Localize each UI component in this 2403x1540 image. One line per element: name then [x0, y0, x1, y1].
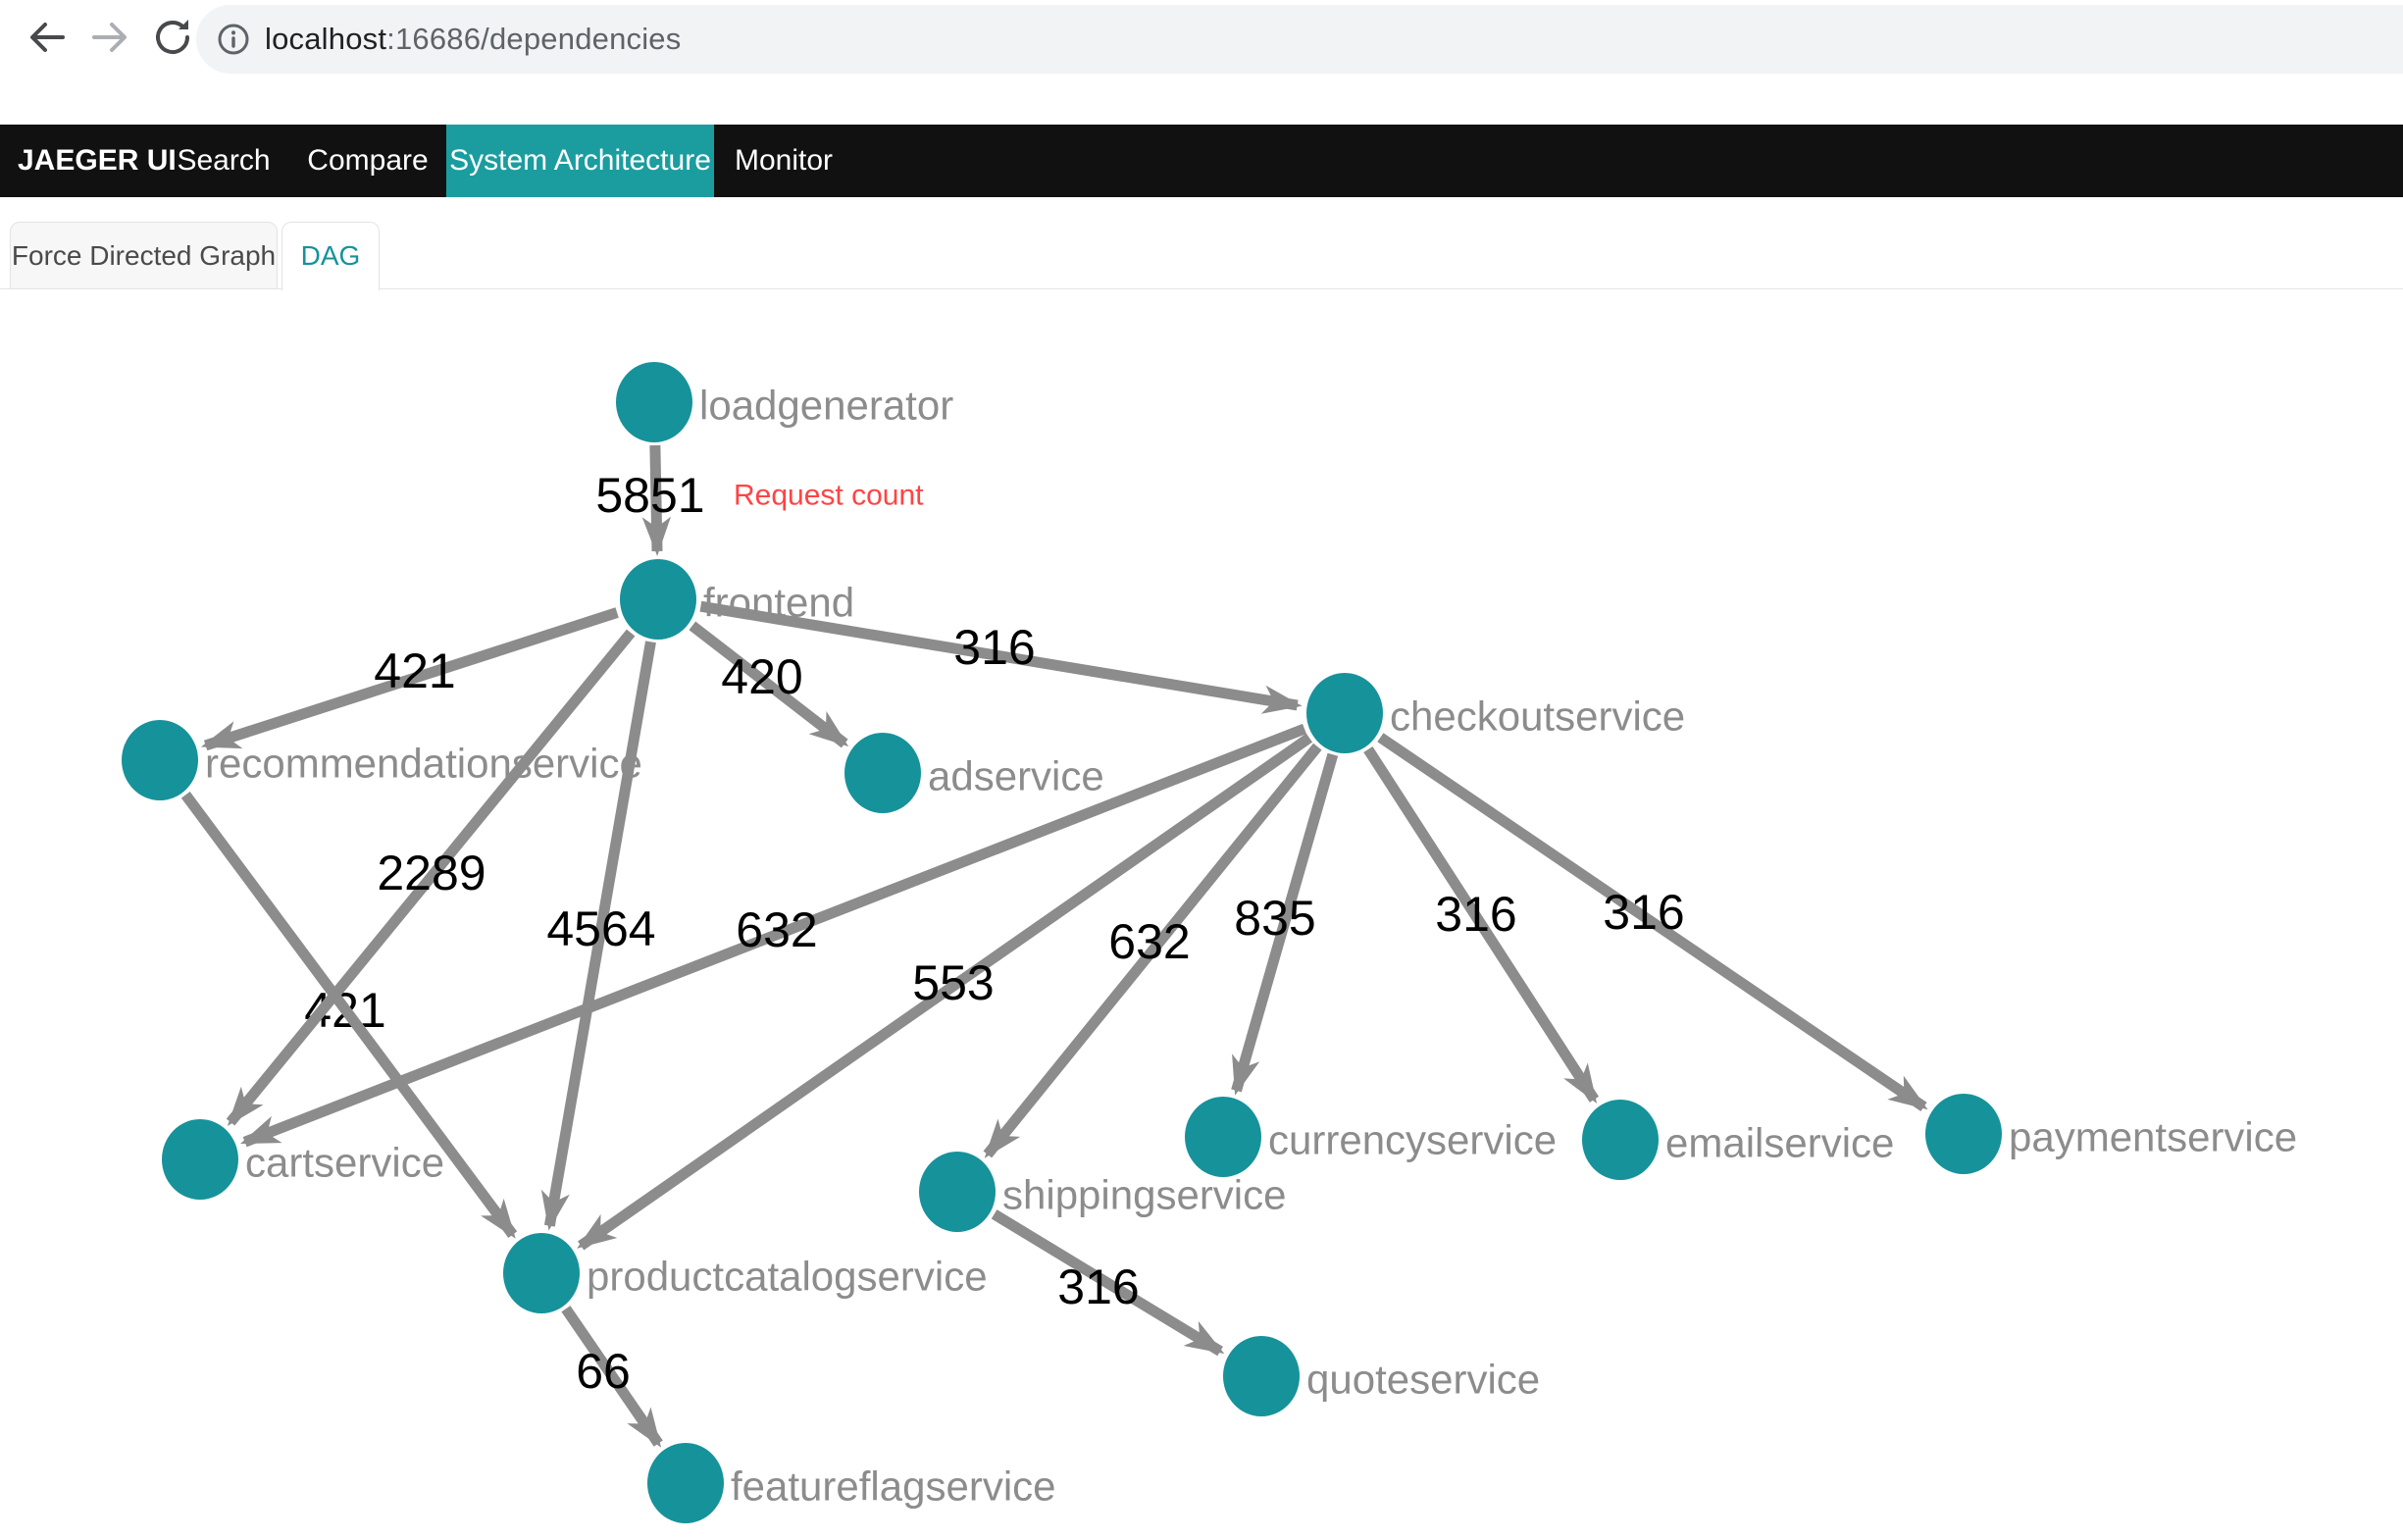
edge-checkoutservice-cartservice	[239, 723, 1307, 1148]
graph-node-frontend[interactable]	[620, 559, 696, 640]
node-label-paymentservice: paymentservice	[2009, 1114, 2297, 1160]
graph-node-loadgenerator[interactable]	[616, 362, 692, 442]
edge-count-productcatalogservice-featureflagservice: 66	[576, 1344, 631, 1399]
edge-count-checkoutservice-shippingservice: 632	[1108, 914, 1190, 969]
jaeger-logo-title: JAEGER UI	[18, 144, 177, 177]
graph-node-currencyservice[interactable]	[1185, 1097, 1261, 1177]
page-info-icon[interactable]	[216, 22, 251, 57]
address-bar[interactable]: localhost:16686/dependencies	[196, 5, 2403, 74]
url-host: localhost	[265, 22, 387, 56]
request-count-annotation: Request count	[734, 480, 924, 512]
nav-item-system-architecture[interactable]: System Architecture	[446, 125, 714, 197]
node-label-frontend: frontend	[703, 580, 854, 626]
back-button[interactable]	[24, 14, 71, 61]
edge-checkoutservice-productcatalogservice	[577, 733, 1313, 1251]
edge-count-checkoutservice-paymentservice: 316	[1603, 885, 1684, 940]
edge-checkoutservice-emailservice	[1363, 745, 1600, 1104]
edge-count-checkoutservice-productcatalogservice: 553	[912, 955, 994, 1010]
graph-node-checkoutservice[interactable]	[1306, 673, 1383, 753]
graph-node-recommendationservice[interactable]	[122, 720, 198, 800]
node-label-currencyservice: currencyservice	[1268, 1117, 1557, 1163]
graph-node-quoteservice[interactable]	[1223, 1336, 1300, 1416]
node-label-adservice: adservice	[928, 753, 1104, 799]
edge-count-checkoutservice-cartservice: 632	[736, 902, 817, 957]
edge-count-checkoutservice-emailservice: 316	[1435, 887, 1516, 942]
node-label-checkoutservice: checkoutservice	[1390, 693, 1685, 740]
node-label-cartservice: cartservice	[245, 1140, 444, 1186]
graph-node-cartservice[interactable]	[162, 1119, 238, 1200]
reload-button[interactable]	[149, 14, 196, 61]
edge-checkoutservice-currencyservice	[1231, 752, 1339, 1096]
edge-frontend-adservice	[689, 621, 849, 748]
node-label-shippingservice: shippingservice	[1002, 1172, 1287, 1218]
edge-shippingservice-quoteservice	[991, 1209, 1225, 1357]
nav-item-search[interactable]: Search	[177, 144, 271, 177]
tab-dag[interactable]: DAG	[281, 222, 380, 290]
graph-node-adservice[interactable]	[844, 733, 921, 813]
edge-count-shippingservice-quoteservice: 316	[1057, 1259, 1139, 1314]
edge-frontend-recommendationservice	[200, 607, 619, 751]
forward-arrow-icon	[92, 23, 127, 52]
edge-productcatalogservice-featureflagservice	[561, 1306, 663, 1448]
jaeger-navbar: JAEGER UI Search Compare System Architec…	[0, 125, 2403, 197]
url-text[interactable]: localhost:16686/dependencies	[265, 5, 681, 74]
graph-node-emailservice[interactable]	[1582, 1100, 1659, 1180]
edge-count-frontend-cartservice: 2289	[377, 846, 486, 900]
edge-count-frontend-productcatalogservice: 4564	[546, 901, 655, 956]
edge-checkoutservice-shippingservice	[983, 743, 1322, 1158]
edge-recommendationservice-productcatalogservice	[180, 792, 518, 1239]
edge-count-loadgenerator-frontend: 5851	[595, 468, 704, 523]
back-arrow-icon	[30, 23, 65, 52]
edge-frontend-productcatalogservice	[540, 641, 656, 1231]
edge-loadgenerator-frontend	[641, 444, 671, 557]
node-label-recommendationservice: recommendationservice	[205, 741, 642, 787]
browser-toolbar: localhost:16686/dependencies	[0, 0, 2403, 98]
edge-count-frontend-recommendationservice: 421	[374, 643, 455, 698]
graph-node-shippingservice[interactable]	[919, 1152, 996, 1232]
tab-force-directed-graph[interactable]: Force Directed Graph	[10, 222, 278, 289]
node-label-emailservice: emailservice	[1665, 1120, 1894, 1166]
graph-node-featureflagservice[interactable]	[647, 1443, 724, 1523]
edge-frontend-checkoutservice	[699, 600, 1303, 714]
forward-button[interactable]	[86, 14, 133, 61]
edge-count-frontend-checkoutservice: 316	[953, 620, 1035, 675]
node-label-productcatalogservice: productcatalogservice	[587, 1254, 988, 1300]
edge-frontend-cartservice	[226, 629, 636, 1126]
url-path: :16686/dependencies	[386, 22, 682, 56]
edge-count-checkoutservice-currencyservice: 835	[1234, 891, 1315, 946]
node-label-featureflagservice: featureflagservice	[731, 1463, 1056, 1510]
nav-item-compare[interactable]: Compare	[307, 144, 429, 177]
edge-checkoutservice-paymentservice	[1377, 733, 1928, 1111]
reload-icon	[156, 20, 189, 54]
node-label-loadgenerator: loadgenerator	[699, 383, 953, 429]
graph-node-productcatalogservice[interactable]	[503, 1233, 580, 1313]
graph-node-paymentservice[interactable]	[1925, 1094, 2002, 1174]
nav-item-monitor[interactable]: Monitor	[734, 144, 834, 177]
tabs-divider	[0, 288, 2403, 289]
edge-count-frontend-adservice: 420	[721, 649, 802, 704]
node-label-quoteservice: quoteservice	[1306, 1357, 1540, 1403]
